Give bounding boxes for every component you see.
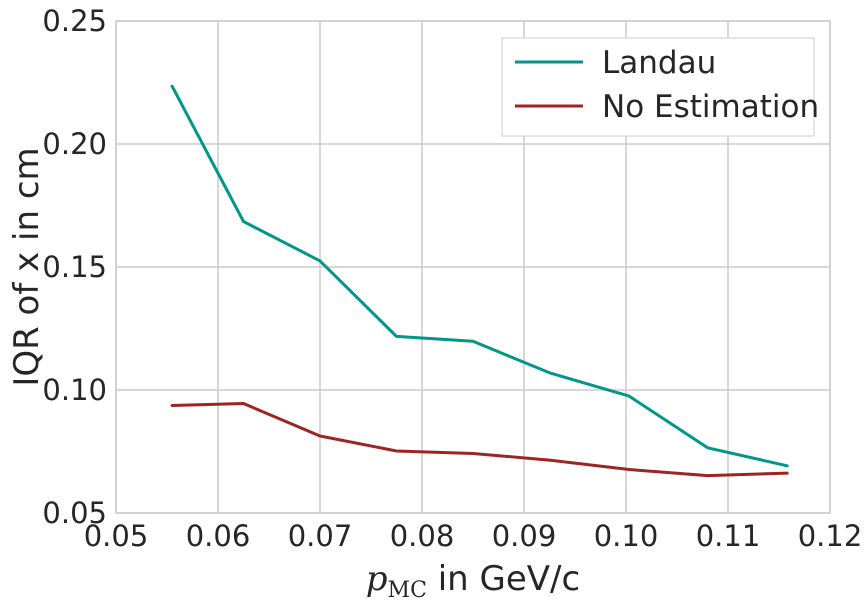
x-tick-label: 0.06 — [186, 519, 251, 553]
x-tick-label: 0.10 — [594, 519, 659, 553]
series-line-landau — [170, 84, 789, 468]
x-tick-label: 0.11 — [696, 519, 761, 553]
legend-box — [501, 37, 815, 137]
y-tick-labels: 0.05 0.10 0.15 0.20 0.25 — [42, 4, 107, 530]
legend: Landau No Estimation — [501, 37, 819, 137]
x-tick-label: 0.08 — [390, 519, 455, 553]
x-axis-label-symbol: p — [366, 559, 388, 599]
y-tick-label: 0.05 — [42, 496, 107, 530]
x-tick-label: 0.12 — [798, 519, 863, 553]
x-tick-label: 0.07 — [288, 519, 353, 553]
legend-entry-label: Landau — [602, 45, 716, 81]
series-line-no-estimation — [170, 402, 789, 478]
y-tick-label: 0.15 — [42, 250, 107, 284]
y-tick-label: 0.20 — [42, 127, 107, 161]
x-tick-label: 0.09 — [492, 519, 557, 553]
plot-frame — [115, 20, 831, 514]
x-axis-label-subscript: MC — [388, 578, 427, 603]
x-tick-label: 0.05 — [84, 519, 149, 553]
legend-entry-label: No Estimation — [602, 89, 819, 125]
y-tick-label: 0.10 — [42, 373, 107, 407]
y-tick-label: 0.25 — [42, 4, 107, 38]
x-axis-label-suffix: in GeV/c — [427, 559, 580, 599]
x-tick-labels: 0.05 0.06 0.07 0.08 0.09 0.10 0.11 0.12 — [84, 519, 863, 553]
series-lines — [170, 84, 789, 478]
x-axis-label: pMC in GeV/c — [366, 559, 580, 603]
y-axis-label: IQR of x in cm — [7, 147, 47, 386]
